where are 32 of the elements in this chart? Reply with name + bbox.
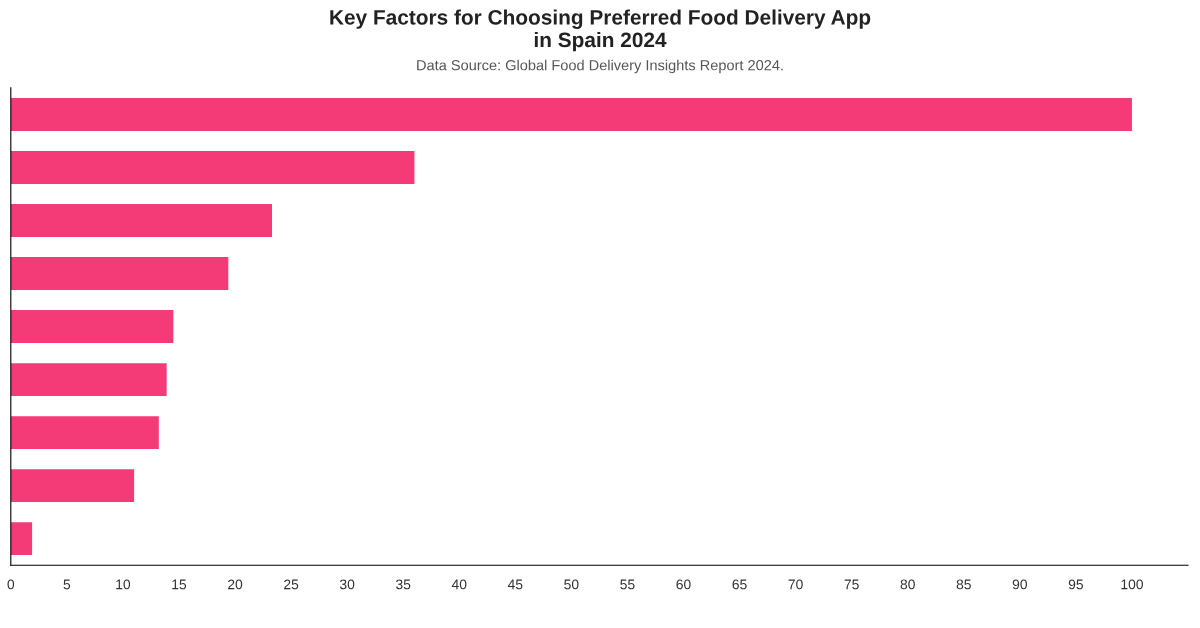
x-tick-label: 90 (1012, 579, 1028, 590)
bar (10, 363, 167, 397)
bar (10, 522, 33, 556)
bar (10, 416, 159, 450)
x-tick-label: 0 (7, 579, 15, 590)
x-tick-label: 55 (620, 579, 635, 590)
bar (10, 204, 273, 237)
x-tick-label: 80 (900, 579, 915, 590)
bar (10, 310, 174, 343)
x-tick-label: 75 (844, 579, 859, 590)
bar (10, 151, 415, 184)
x-tick-label: 40 (451, 579, 467, 590)
x-tick-label: 30 (339, 579, 355, 590)
bar (10, 469, 135, 503)
bar (10, 98, 1132, 131)
bar (10, 257, 229, 290)
x-tick-label: 10 (116, 579, 131, 590)
x-tick-label: 65 (732, 579, 747, 590)
x-tick-label: 25 (284, 579, 299, 590)
source-note: Data Source: Global Food Delivery Insights Report 2024. (417, 59, 783, 74)
x-tick-label: 15 (172, 579, 187, 590)
x-tick-label: 35 (396, 579, 411, 590)
x-tick-label: 50 (564, 579, 579, 590)
x-tick-label: 20 (228, 579, 243, 590)
x-tick-label: 95 (1068, 579, 1084, 590)
x-tick-label: 45 (507, 579, 523, 590)
x-tick-label: 70 (788, 579, 803, 590)
x-tick-label: 100 (1121, 579, 1143, 590)
x-tick-label: 60 (676, 579, 691, 590)
x-tick-label: 5 (63, 579, 71, 590)
x-tick-label: 85 (956, 579, 971, 590)
chart-title: Key Factors for Choosing Preferred Food Delivery App in Spain 2024 (330, 9, 871, 52)
